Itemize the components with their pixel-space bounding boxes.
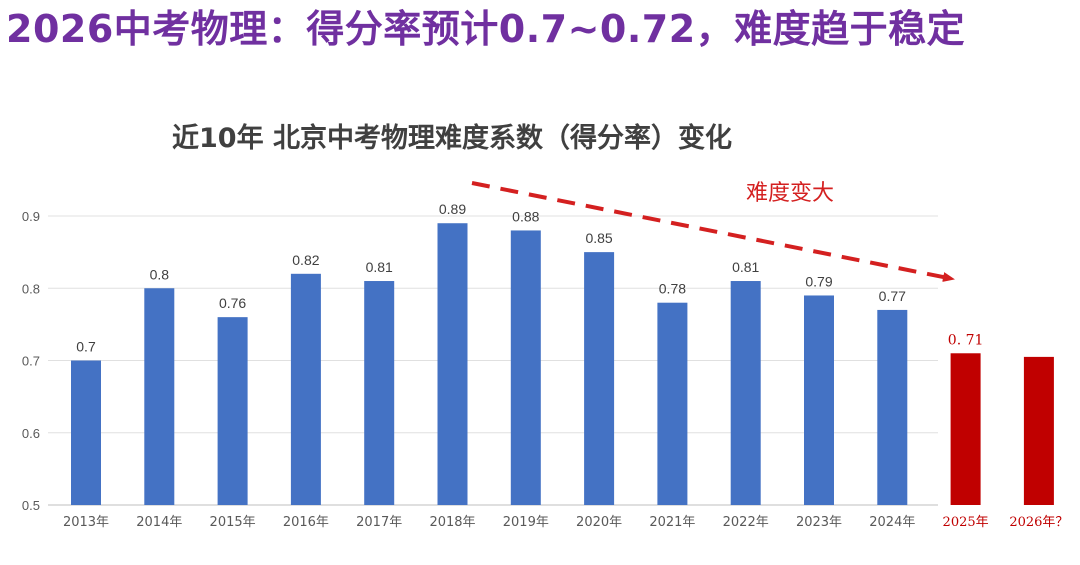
data-label: 0.77: [879, 288, 906, 304]
data-label: 0.82: [292, 252, 319, 268]
chart-title: 近10年 北京中考物理难度系数（得分率）变化: [172, 122, 732, 154]
bar: [657, 302, 688, 505]
x-tick-label: 2022年: [723, 515, 769, 530]
data-label: 0.89: [439, 201, 466, 217]
bars: [71, 223, 1054, 505]
data-label: 0.78: [659, 281, 686, 297]
bar: [1023, 356, 1054, 505]
x-tick-label: 2016年: [283, 515, 329, 530]
x-tick-label: 2021年: [649, 515, 695, 530]
bar: [510, 230, 541, 505]
x-tick-label: 2014年: [136, 515, 182, 530]
bar: [364, 281, 395, 505]
x-tick-label: 2013年: [63, 515, 109, 530]
bar: [584, 252, 615, 505]
x-tick-label: 2018年: [429, 515, 475, 530]
x-axis: 2013年 2014年 2015年 2016年 2017年 2018年 2019年 2020年…: [63, 515, 1068, 530]
bar: [71, 360, 101, 505]
x-tick-label: 2026年？: [1009, 515, 1068, 530]
gridlines: [48, 215, 938, 506]
bar: [144, 288, 175, 505]
headline: 2026中考物理：得分率预计0.7~0.72，难度趋于稳定: [6, 7, 966, 51]
bar: [950, 353, 981, 505]
x-tick-label: 2025年: [943, 515, 989, 530]
data-label: 0.79: [805, 273, 832, 289]
y-tick-label: 0.5: [22, 498, 40, 513]
x-tick-label: 2024年: [869, 515, 915, 530]
data-label: 0.76: [219, 295, 246, 311]
data-labels: 0.7 0.8 0.76 0.82 0.81 0.89 0.88 0.85 0.78 0.81 0.…: [76, 201, 983, 354]
data-label: 0.8: [150, 266, 170, 282]
y-axis: 0.5 0.6 0.7 0.8 0.9: [22, 209, 40, 513]
bar: [877, 309, 908, 505]
bar: [437, 223, 468, 505]
bar: [804, 295, 834, 505]
data-label: 0. 71: [948, 332, 984, 348]
data-label: 0.81: [732, 259, 759, 275]
bar: [730, 281, 761, 505]
bar: [217, 317, 248, 505]
x-tick-label: 2017年: [356, 515, 402, 530]
x-tick-label: 2023年: [796, 515, 842, 530]
data-label: 0.7: [76, 339, 96, 355]
x-tick-label: 2019年: [503, 515, 549, 530]
x-tick-label: 2020年: [576, 515, 622, 530]
y-tick-label: 0.8: [22, 281, 40, 296]
data-label: 0.81: [366, 259, 393, 275]
y-tick-label: 0.6: [22, 426, 40, 441]
data-label: 0.85: [585, 230, 612, 246]
data-label: 0.88: [512, 208, 539, 224]
x-tick-label: 2015年: [210, 515, 256, 530]
y-tick-label: 0.9: [22, 209, 40, 224]
trend-arrow: [471, 181, 955, 282]
annotation-label: 难度变大: [746, 181, 834, 206]
bar: [290, 273, 321, 505]
y-tick-label: 0.7: [22, 354, 40, 369]
